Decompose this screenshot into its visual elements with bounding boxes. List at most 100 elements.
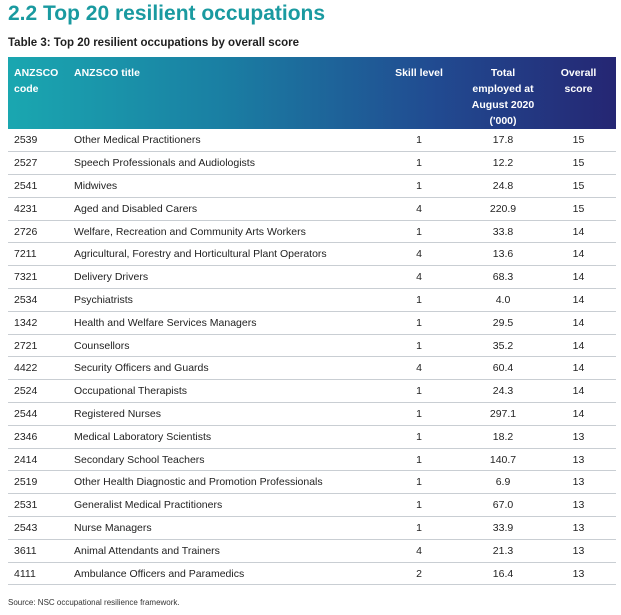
cell-total-employed: 140.7 [465,448,541,472]
cell-anzsco-code: 2414 [8,448,68,472]
header-score-line-1: Overall score [560,67,597,95]
cell-anzsco-code: 3611 [8,539,68,563]
cell-anzsco-title: Registered Nurses [68,402,373,426]
cell-anzsco-code: 1342 [8,311,68,335]
cell-skill-level: 1 [373,493,465,518]
cell-overall-score: 14 [541,402,616,426]
cell-anzsco-code: 2544 [8,402,68,426]
cell-skill-level: 1 [373,151,465,176]
cell-overall-score: 13 [541,448,616,472]
header-overall-score: Overall score [541,57,616,129]
cell-anzsco-code: 2541 [8,174,68,198]
cell-skill-level: 1 [373,379,465,404]
cell-anzsco-title: Delivery Drivers [68,265,373,290]
cell-anzsco-title: Counsellors [68,334,373,358]
table-row: 7321 Delivery Drivers 4 68.3 14 [8,265,616,290]
cell-overall-score: 14 [541,265,616,290]
header-total-employed: Total employed at August 2020 ('000) [465,57,541,129]
table-row: 2539 Other Medical Practitioners 1 17.8 15 [8,129,616,153]
cell-skill-level: 1 [373,174,465,198]
cell-anzsco-code: 7211 [8,242,68,267]
header-anzsco-code: ANZSCO code [8,57,68,129]
table-row: 2541 Midwives 1 24.8 15 [8,174,616,198]
cell-anzsco-code: 2527 [8,151,68,176]
cell-skill-level: 1 [373,402,465,426]
table-row: 2721 Counsellors 1 35.2 14 [8,334,616,358]
cell-total-employed: 220.9 [465,197,541,221]
table-row: 4111 Ambulance Officers and Paramedics 2 16… [8,562,616,586]
cell-anzsco-title: Aged and Disabled Carers [68,197,373,221]
table-row: 1342 Health and Welfare Services Managers… [8,311,616,335]
table-row: 4231 Aged and Disabled Carers 4 220.9 15 [8,197,616,221]
cell-skill-level: 1 [373,288,465,312]
table-caption: Table 3: Top 20 resilient occupations by… [8,37,299,49]
cell-skill-level: 1 [373,311,465,335]
cell-skill-level: 1 [373,220,465,244]
cell-skill-level: 4 [373,197,465,221]
cell-total-employed: 29.5 [465,311,541,335]
header-employed-line-2: employed at [472,83,534,95]
header-code-line-1: ANZSCO [14,67,59,79]
cell-overall-score: 14 [541,220,616,244]
table-row: 2414 Secondary School Teachers 1 140.7 13 [8,448,616,472]
cell-skill-level: 1 [373,470,465,495]
cell-overall-score: 14 [541,379,616,404]
cell-skill-level: 1 [373,448,465,472]
cell-anzsco-title: Welfare, Recreation and Community Arts W… [68,220,373,244]
cell-anzsco-title: Occupational Therapists [68,379,373,404]
cell-anzsco-title: Health and Welfare Services Managers [68,311,373,335]
table-header: ANZSCO code ANZSCO title Skill level Tot… [8,57,616,129]
header-skill-line-1: Skill level [395,67,443,79]
cell-skill-level: 1 [373,129,465,153]
cell-anzsco-code: 2346 [8,425,68,449]
table-row: 2527 Speech Professionals and Audiologist… [8,151,616,176]
table-row: 7211 Agricultural, Forestry and Horticult… [8,242,616,267]
cell-anzsco-title: Security Officers and Guards [68,356,373,381]
cell-total-employed: 67.0 [465,493,541,518]
cell-overall-score: 15 [541,197,616,221]
cell-total-employed: 4.0 [465,288,541,312]
cell-skill-level: 4 [373,265,465,290]
header-employed-line-4: ('000) [489,115,517,127]
header-employed-line-3: August 2020 [471,99,535,111]
cell-anzsco-title: Animal Attendants and Trainers [68,539,373,563]
table-row: 2534 Psychiatrists 1 4.0 14 [8,288,616,312]
cell-total-employed: 297.1 [465,402,541,426]
cell-skill-level: 1 [373,425,465,449]
cell-anzsco-code: 2721 [8,334,68,358]
header-title-line-1: ANZSCO title [74,67,140,79]
table-row: 2544 Registered Nurses 1 297.1 14 [8,402,616,426]
cell-skill-level: 4 [373,242,465,267]
cell-anzsco-code: 2524 [8,379,68,404]
cell-overall-score: 13 [541,425,616,449]
header-row: ANZSCO code ANZSCO title Skill level Tot… [8,57,616,129]
cell-total-employed: 13.6 [465,242,541,267]
cell-skill-level: 4 [373,356,465,381]
cell-total-employed: 21.3 [465,539,541,563]
table-row: 2519 Other Health Diagnostic and Promotio… [8,470,616,495]
table-row: 2524 Occupational Therapists 1 24.3 14 [8,379,616,404]
cell-total-employed: 24.8 [465,174,541,198]
cell-overall-score: 14 [541,311,616,335]
cell-overall-score: 14 [541,288,616,312]
cell-total-employed: 33.8 [465,220,541,244]
cell-overall-score: 13 [541,470,616,495]
cell-skill-level: 2 [373,562,465,586]
cell-total-employed: 17.8 [465,129,541,153]
cell-total-employed: 24.3 [465,379,541,404]
table-row: 2726 Welfare, Recreation and Community Ar… [8,220,616,244]
cell-anzsco-code: 7321 [8,265,68,290]
header-employed-line-1: Total [490,67,516,79]
cell-overall-score: 15 [541,174,616,198]
cell-overall-score: 13 [541,493,616,518]
cell-anzsco-code: 4231 [8,197,68,221]
section-heading: 2.2 Top 20 resilient occupations [8,2,326,25]
cell-anzsco-title: Midwives [68,174,373,198]
cell-skill-level: 4 [373,539,465,563]
cell-total-employed: 60.4 [465,356,541,381]
cell-overall-score: 15 [541,151,616,176]
cell-anzsco-title: Nurse Managers [68,516,373,540]
cell-anzsco-title: Speech Professionals and Audiologists [68,151,373,176]
cell-total-employed: 33.9 [465,516,541,540]
cell-total-employed: 68.3 [465,265,541,290]
